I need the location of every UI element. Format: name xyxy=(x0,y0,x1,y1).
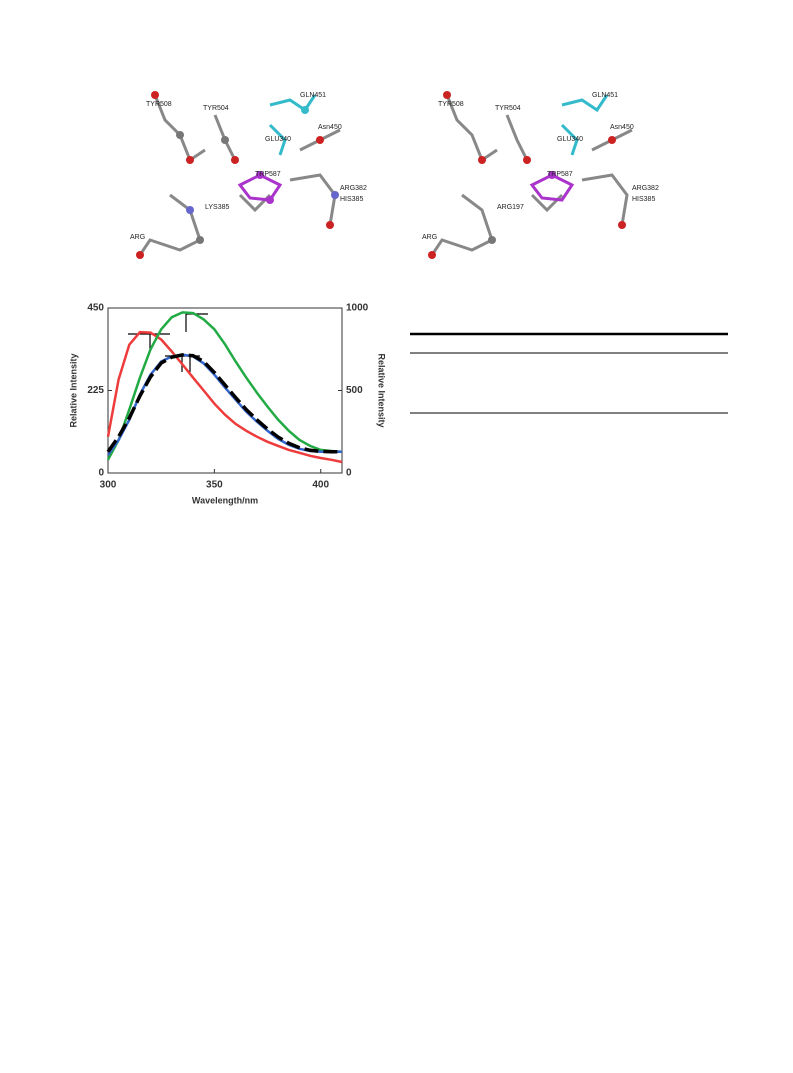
series-line xyxy=(106,330,343,464)
residue-label: GLU340 xyxy=(557,136,583,143)
residue-label: HIS385 xyxy=(632,196,655,203)
residue-label: TYR508 xyxy=(146,101,172,108)
residue-label: GLN451 xyxy=(592,92,618,99)
y-tick-label: 450 xyxy=(87,303,104,314)
y-tick-label: 0 xyxy=(98,468,104,479)
residue-label: Asn450 xyxy=(610,124,634,131)
series-line xyxy=(106,353,342,454)
residue-label: HIS385 xyxy=(340,196,363,203)
residue-label: ARG197 xyxy=(497,204,524,211)
y-tick-label: 225 xyxy=(87,385,104,396)
series-line xyxy=(106,311,343,461)
y2-axis-label: Relative Intensity xyxy=(377,353,387,427)
residue-label: ARG xyxy=(130,234,145,241)
residue-label: GLN451 xyxy=(300,92,326,99)
residue-label: Asn450 xyxy=(318,124,342,131)
residue-label: LYS385 xyxy=(205,204,229,211)
y2-tick-label: 0 xyxy=(346,468,352,479)
residue-label: TYR508 xyxy=(438,101,464,108)
table-rules xyxy=(410,332,728,414)
x-tick-label: 350 xyxy=(206,480,223,491)
residue-label: ARG382 xyxy=(632,185,659,192)
residue-label: GLU340 xyxy=(265,136,291,143)
y-axis-label: Relative Intensity xyxy=(68,353,78,427)
x-tick-label: 300 xyxy=(100,480,117,491)
molecule-left xyxy=(136,91,341,259)
y2-tick-label: 1000 xyxy=(346,303,369,314)
residue-label: TYR504 xyxy=(495,105,521,112)
residue-label: TYR504 xyxy=(203,105,229,112)
y2-tick-label: 500 xyxy=(346,385,363,396)
residue-label: TRP587 xyxy=(547,171,573,178)
residue-label: ARG382 xyxy=(340,185,367,192)
molecule-right xyxy=(428,91,633,259)
x-tick-label: 400 xyxy=(312,480,329,491)
residue-label: ARG xyxy=(422,234,437,241)
residue-label: TRP587 xyxy=(255,171,281,178)
x-axis-label: Wavelength/nm xyxy=(192,495,258,505)
